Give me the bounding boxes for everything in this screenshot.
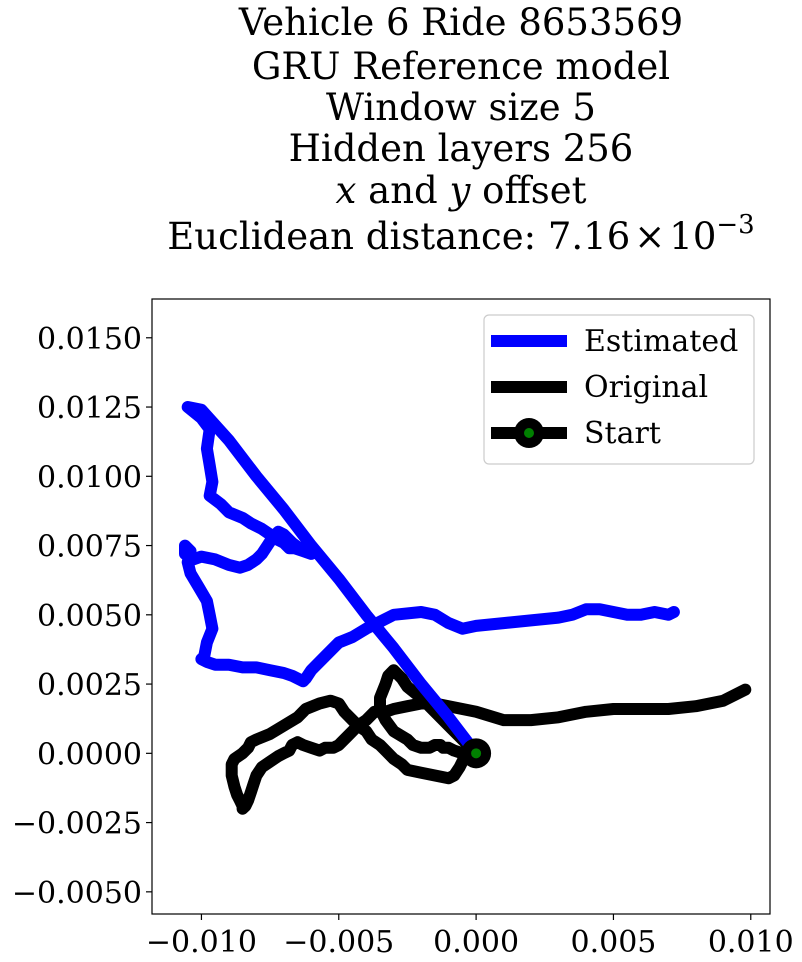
start-marker-center [471, 748, 482, 759]
offset-suffix: offset [470, 169, 586, 212]
legend-box [483, 314, 755, 465]
y-tick-label: 0.0075 [37, 530, 142, 565]
title-line-1: Vehicle 6 Ride 8653569 [238, 1, 683, 44]
y-axis: −0.0050 −0.0025 0.0000 0.0025 0.0050 0.0075 0.… [12, 322, 152, 911]
series-line-estimated [179, 401, 680, 760]
title-line-offset: x and y offset [336, 169, 587, 212]
y-tick-label: 0.0100 [37, 460, 142, 495]
legend-start-marker-center [524, 428, 534, 438]
offset-y-var: y [448, 169, 472, 212]
legend-label-start: Start [584, 416, 661, 451]
y-tick-label: 0.0125 [37, 391, 142, 426]
legend-label-estimated: Estimated [584, 324, 738, 359]
y-tick-label: 0.0025 [37, 668, 142, 703]
y-tick-label: −0.0025 [12, 807, 142, 842]
title-line-4: Hidden layers 256 [289, 127, 634, 170]
legend: Estimated Original Start [483, 314, 755, 465]
x-tick-label: −0.005 [283, 925, 394, 960]
x-tick-label: −0.010 [146, 925, 257, 960]
series-layer [179, 401, 752, 815]
title-line-3: Window size 5 [326, 86, 596, 129]
x-axis: −0.010 −0.005 0.000 0.005 0.010 [146, 914, 794, 960]
legend-label-original: Original [584, 370, 708, 405]
offset-x-var: x [336, 169, 357, 212]
distance-prefix: Euclidean distance: [167, 215, 548, 258]
distance-mantissa: 7.16 [548, 215, 630, 258]
x-tick-label: 0.005 [570, 925, 656, 960]
plot-frame [151, 298, 771, 915]
distance-exponent: −3 [716, 210, 754, 240]
x-tick-label: 0.000 [433, 925, 519, 960]
y-tick-label: 0.0150 [37, 322, 142, 357]
x-tick-label: 0.010 [708, 925, 794, 960]
y-tick-label: −0.0050 [12, 876, 142, 911]
y-tick-label: 0.0050 [37, 599, 142, 634]
distance-times: × [634, 215, 665, 258]
series-line-original [225, 664, 752, 815]
title-line-2: GRU Reference model [252, 45, 670, 88]
distance-base: 10 [669, 215, 716, 258]
title-line-distance: Euclidean distance: 7.16 × 10−3 [167, 210, 754, 258]
y-tick-label: 0.0000 [37, 737, 142, 772]
chart-title: Vehicle 6 Ride 8653569 GRU Reference mod… [167, 1, 754, 258]
offset-and-word: and [356, 169, 449, 212]
